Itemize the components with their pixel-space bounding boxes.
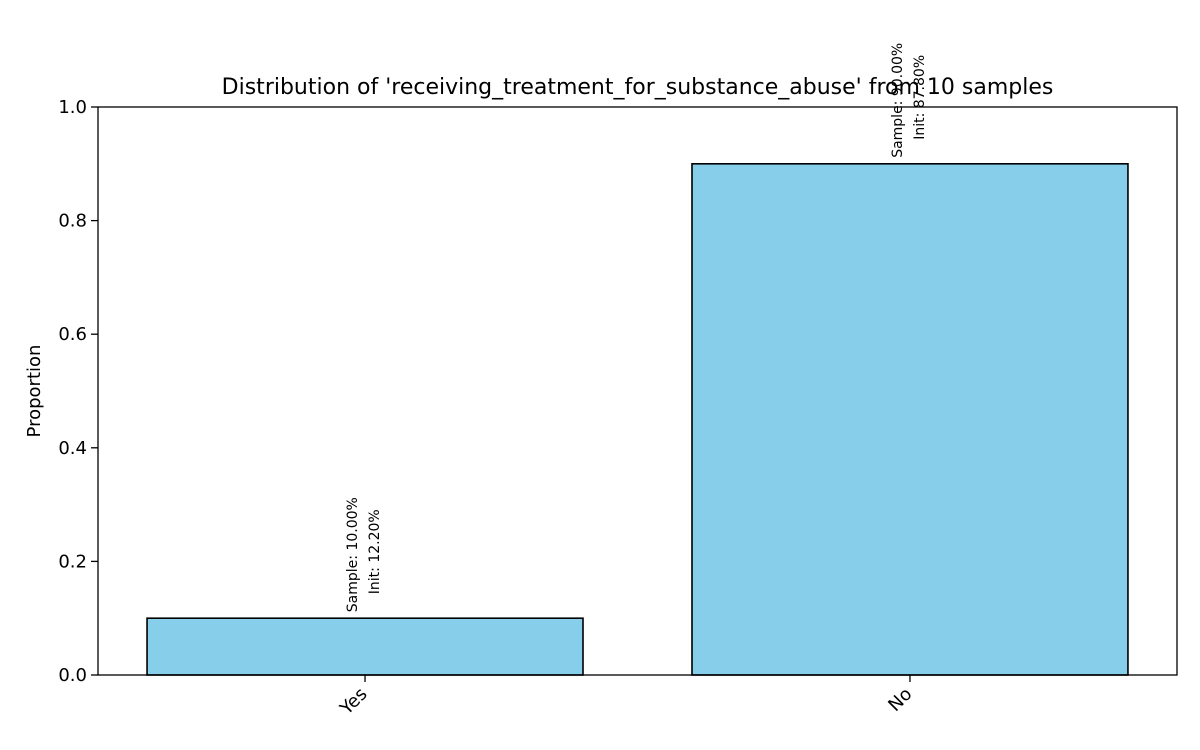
bar-annotations: Sample: 10.00% Init: 12.20% Sample: 90.00%… bbox=[345, 43, 928, 612]
y-tick-label: 0.6 bbox=[58, 324, 87, 345]
y-tick-label: 1.0 bbox=[58, 97, 87, 118]
bar-yes bbox=[146, 617, 584, 676]
bar-annotation-line: Sample: 90.00% bbox=[890, 43, 906, 158]
bar-annotation-line: Init: 12.20% bbox=[367, 509, 383, 594]
bar-annotation-line: Init: 87.80% bbox=[912, 55, 928, 140]
bars-layer bbox=[146, 163, 1129, 676]
y-tick-label: 0.2 bbox=[58, 551, 87, 572]
bar-annotation-line: Sample: 10.00% bbox=[345, 497, 361, 612]
plot-frame bbox=[97, 106, 1178, 676]
x-tick-label: No bbox=[884, 684, 916, 716]
y-tick-label: 0.8 bbox=[58, 211, 87, 232]
y-axis-title: Proportion bbox=[24, 345, 45, 438]
y-axis: 0.0 0.2 0.4 0.6 0.8 1.0 bbox=[58, 97, 98, 686]
x-axis: Yes No bbox=[335, 675, 917, 720]
y-tick-label: 0.4 bbox=[58, 438, 87, 459]
y-tick-label: 0.0 bbox=[58, 665, 87, 686]
bar-no bbox=[691, 163, 1129, 676]
x-tick-label: Yes bbox=[335, 684, 371, 720]
chart-title: Distribution of 'receiving_treatment_for… bbox=[222, 75, 1054, 100]
